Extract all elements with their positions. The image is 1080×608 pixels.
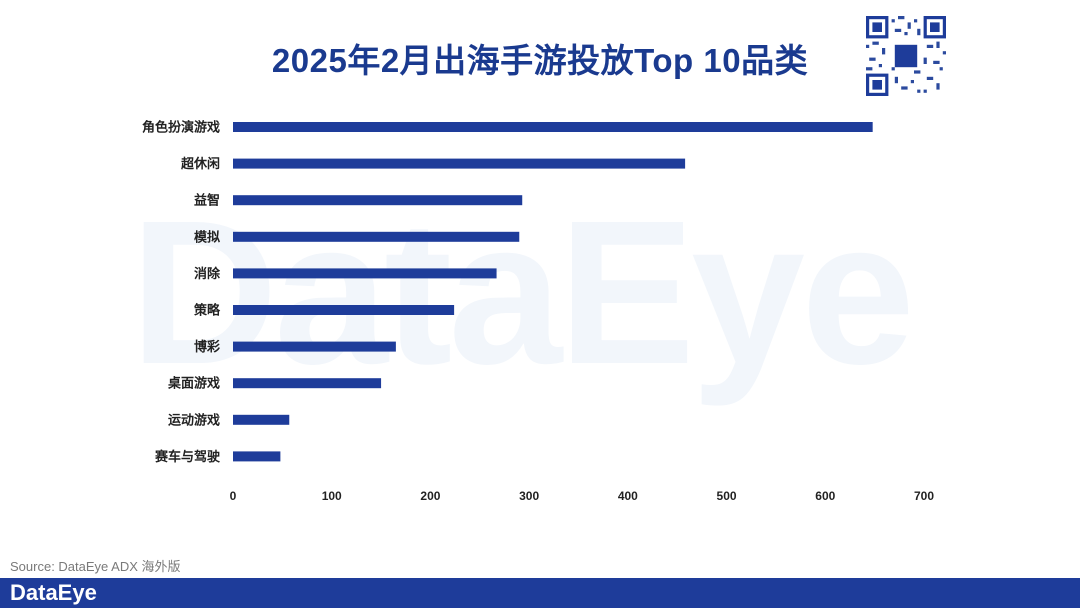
x-tick-label: 100: [322, 489, 342, 503]
bar-9: [233, 451, 281, 462]
category-label: 运动游戏: [168, 412, 220, 427]
bars-layer: [233, 122, 873, 462]
category-label: 赛车与驾驶: [154, 449, 220, 464]
bar-4: [233, 268, 497, 279]
x-tick-label: 0: [230, 489, 237, 503]
bar-8: [233, 414, 290, 425]
chart-title: 2025年2月出海手游投放Top 10品类: [271, 42, 809, 79]
category-label: 桌面游戏: [168, 376, 220, 391]
x-tick-label: 300: [519, 489, 539, 503]
x-tick-label: 200: [420, 489, 440, 503]
bar-7: [233, 378, 382, 389]
x-tick-label: 500: [717, 489, 737, 503]
bar-3: [233, 231, 520, 242]
x-tick-label: 700: [914, 489, 934, 503]
category-label: 消除: [194, 266, 221, 281]
bar-2: [233, 195, 523, 206]
category-label: 博彩: [194, 339, 220, 354]
watermark-text: DataEye: [130, 178, 915, 407]
bar-1: [233, 158, 686, 169]
x-axis-tick-labels: 0 100 200 300 400 500 600 700: [230, 489, 935, 503]
x-tick-label: 600: [815, 489, 835, 503]
qr-code-icon: [866, 16, 946, 96]
source-note: Source: DataEye ADX 海外版: [10, 559, 181, 574]
bar-5: [233, 305, 455, 315]
x-tick-label: 400: [618, 489, 638, 503]
footer-logo: DataEye: [10, 580, 97, 605]
category-label: 角色扮演游戏: [142, 120, 220, 135]
bar-0: [233, 122, 873, 132]
category-label: 模拟: [194, 229, 220, 244]
bar-6: [233, 341, 396, 352]
footer-bar: DataEye: [0, 578, 1080, 608]
category-label: 策略: [194, 303, 221, 318]
category-label: 益智: [194, 193, 220, 208]
category-label: 超休闲: [181, 156, 220, 171]
